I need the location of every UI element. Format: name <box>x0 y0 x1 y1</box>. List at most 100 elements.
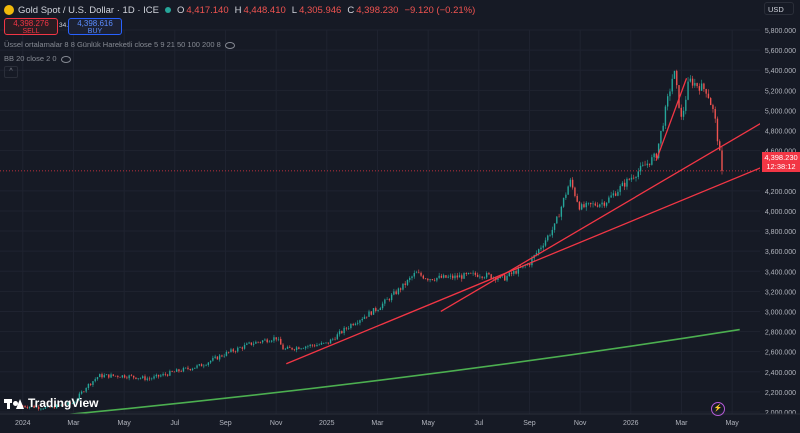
tradingview-logo-icon <box>4 397 24 409</box>
candle-body <box>538 249 540 253</box>
candle-body <box>549 235 551 236</box>
collapse-legend-button[interactable]: ^ <box>4 66 18 78</box>
candle-body <box>687 81 689 100</box>
candle-body <box>442 275 445 278</box>
candle-body <box>420 272 422 276</box>
candle-body <box>248 342 250 344</box>
y-axis[interactable]: 2,000.000 2,200.000 2,400.000 2,600.000 2,80… <box>760 0 800 428</box>
close-value: 4,398.230 <box>356 4 399 16</box>
candle-body <box>560 206 563 217</box>
grid <box>0 29 760 414</box>
candle-body <box>476 274 479 277</box>
indicator-bb[interactable]: BB 20 close 2 0 <box>4 54 71 63</box>
y-tick-label: 5,600.000 <box>765 48 796 55</box>
candle-body <box>447 276 449 278</box>
symbol-title[interactable]: Gold Spot / U.S. Dollar · 1D · ICE <box>18 4 159 16</box>
candle-body <box>452 275 454 279</box>
candle-body <box>506 276 508 281</box>
candle-body <box>651 157 653 165</box>
candle-body <box>171 371 173 372</box>
candle-body <box>343 327 345 334</box>
candle-body <box>67 402 69 405</box>
sell-price: 4,398.276 <box>13 19 49 28</box>
candle-body <box>700 83 703 91</box>
candle-body <box>594 203 596 206</box>
candle-body <box>132 375 135 378</box>
y-tick-label: 2,000.000 <box>765 410 796 417</box>
candle-body <box>53 406 56 409</box>
candle-body <box>119 376 121 378</box>
candle-body <box>490 274 492 279</box>
candle-body <box>590 202 592 205</box>
buy-button[interactable]: 4,398.616 BUY <box>68 18 122 35</box>
candle-body <box>402 283 404 290</box>
candle-body <box>689 78 692 82</box>
candle-body <box>347 328 350 329</box>
candle-body <box>187 367 189 370</box>
sell-button[interactable]: 4,398.276 SELL <box>4 18 58 35</box>
currency-selector[interactable]: USD <box>764 2 794 15</box>
candle-body <box>375 308 377 311</box>
eye-icon[interactable] <box>60 55 71 63</box>
candle-body <box>105 374 108 376</box>
lightning-icon[interactable]: ⚡ <box>711 402 725 416</box>
candle-body <box>280 338 282 345</box>
candle-body <box>332 338 334 340</box>
candle-body <box>639 165 642 172</box>
x-axis[interactable]: 2024 Mar May Jul Sep Nov 2025 Mar May Jul Sep Nov 20… <box>0 413 800 428</box>
candle-body <box>89 383 92 385</box>
candle-body <box>216 356 219 360</box>
candle-body <box>601 202 603 205</box>
candle-body <box>352 324 354 326</box>
candle-body <box>628 178 630 180</box>
candle-body <box>624 182 626 187</box>
candle-body <box>474 272 477 275</box>
moving-average <box>0 328 740 422</box>
x-tick-label: Mar <box>67 420 80 427</box>
candle-body <box>76 399 78 403</box>
candle-body <box>685 99 687 111</box>
candle-body <box>461 275 463 279</box>
legend-header: Gold Spot / U.S. Dollar · 1D · ICE O 4,41… <box>4 3 481 17</box>
candle-body <box>200 364 203 367</box>
candle-body <box>721 150 723 171</box>
candle-body <box>214 356 216 358</box>
candle-body <box>302 348 305 349</box>
eye-icon[interactable] <box>224 41 235 49</box>
candle-body <box>696 83 698 87</box>
x-axis-bg <box>0 414 800 428</box>
y-tick-label: 3,200.000 <box>765 289 796 296</box>
candle-body <box>646 163 649 166</box>
candle-body <box>74 402 76 404</box>
candle-body <box>671 78 673 92</box>
candle-body <box>289 346 291 348</box>
candle-body <box>556 216 558 224</box>
candle-body <box>266 339 268 343</box>
candle-body <box>334 338 336 340</box>
candle-body <box>633 177 635 179</box>
candle-body <box>218 355 221 360</box>
candle-body <box>691 78 694 86</box>
candle-body <box>397 288 400 295</box>
trendlines[interactable] <box>286 78 784 365</box>
candle-body <box>599 204 601 207</box>
candle-body <box>680 107 682 117</box>
candle-body <box>237 347 239 352</box>
candle-body <box>583 204 585 208</box>
sell-label: SELL <box>22 28 40 35</box>
candle-body <box>169 371 171 376</box>
indicator-ema[interactable]: Üssel ortalamalar 8 8 Günlük Hareketli c… <box>4 40 235 49</box>
candle-body <box>144 376 146 380</box>
y-tick-label: 4,000.000 <box>765 209 796 216</box>
last-price-value: 4,398.230 <box>764 153 798 162</box>
candle-body <box>655 153 658 159</box>
candle-body <box>510 272 513 274</box>
candle-body <box>694 83 696 86</box>
tradingview-logo[interactable]: TradingView <box>4 396 98 410</box>
candle-body <box>239 347 241 348</box>
candle-body <box>528 264 531 266</box>
candle-body <box>35 406 38 408</box>
candle-body <box>203 365 205 367</box>
